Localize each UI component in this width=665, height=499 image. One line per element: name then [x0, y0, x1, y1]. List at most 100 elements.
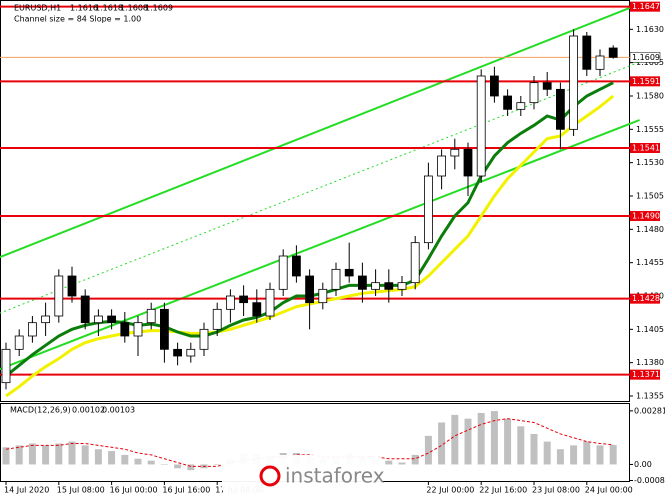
candle-body: [212, 308, 222, 330]
macd-signal: [5, 418, 614, 467]
macd-bar: [174, 464, 182, 469]
macd-bar: [490, 411, 498, 465]
candle-body: [542, 82, 552, 90]
candle-body: [27, 322, 37, 337]
candle-body: [437, 155, 447, 177]
candle-body: [133, 322, 143, 337]
x-tick-label: 22 Jul 00:00: [426, 486, 474, 495]
x-tick-label: 14 Jul 2020: [4, 486, 49, 495]
watermark-logo: [259, 465, 281, 487]
macd-tick-label: -0.00084: [634, 476, 665, 485]
macd-bar: [15, 445, 23, 465]
candle-body: [41, 315, 50, 324]
level-label: 1.1591: [632, 77, 660, 86]
candle-body: [239, 295, 249, 304]
macd-bar: [121, 454, 129, 465]
candle-body: [265, 288, 275, 317]
level-box: [630, 76, 660, 87]
macd-bar: [28, 443, 36, 465]
candle-body: [173, 348, 183, 357]
y-tick-label: 1.1630: [636, 25, 664, 34]
candle-body: [410, 242, 420, 284]
header-ohlc: 1.1608: [120, 4, 148, 13]
y-tick-label: 1.1505: [636, 192, 664, 201]
candle-body: [120, 322, 130, 337]
candle-body: [146, 308, 156, 324]
symbol: EURUSD,H1: [14, 4, 61, 13]
macd-title: MACD(12,26,9): [10, 406, 71, 415]
macd-bar: [2, 447, 10, 465]
level-box: [630, 1, 660, 12]
y-tick-label: 1.1530: [636, 158, 664, 167]
macd-bar: [411, 454, 419, 465]
macd-bar: [596, 445, 604, 465]
macd-bar: [134, 458, 142, 465]
candle-body: [582, 35, 592, 70]
candle-body: [450, 148, 460, 157]
candle-body: [529, 82, 539, 104]
candle-body: [278, 255, 288, 290]
x-tick-label: 24 Jul 00:00: [585, 486, 633, 495]
candle-body: [503, 95, 513, 110]
macd-bar: [147, 460, 155, 465]
y-tick-label: 1.1355: [636, 392, 664, 401]
macd-bar: [464, 418, 472, 465]
candle-body: [331, 268, 341, 290]
level-label: 1.1428: [632, 294, 660, 303]
macd-bar: [477, 412, 485, 465]
header-ohlc: 1.1618: [95, 4, 123, 13]
candle-body: [305, 275, 315, 304]
candle-body: [186, 348, 196, 357]
price-label: 1.1609: [632, 53, 660, 62]
macd-tick-label: 0.00: [634, 460, 652, 469]
level-label: 1.1371: [632, 370, 660, 379]
candle-body: [516, 102, 526, 110]
macd-bar: [160, 464, 168, 465]
y-tick-label: 1.1605: [636, 58, 664, 67]
macd-bar: [94, 449, 102, 465]
macd-bar: [213, 464, 221, 465]
candle-body: [94, 315, 103, 324]
candle-body: [608, 47, 618, 58]
candle-body: [199, 328, 209, 350]
header-ohlc: 1.1616: [70, 4, 98, 13]
candle-body: [423, 175, 433, 244]
candle-body: [291, 255, 301, 277]
macd-bar: [187, 464, 195, 471]
candle-body: [318, 288, 328, 304]
candle-body: [252, 302, 262, 317]
macd-bar: [385, 460, 393, 465]
macd-bar: [55, 443, 63, 465]
candle-body: [476, 75, 486, 177]
x-tick-label: 16 Jul 00:00: [110, 486, 158, 495]
macd-bar: [504, 418, 512, 465]
macd-bar: [556, 449, 564, 465]
watermark: instaforex: [285, 464, 385, 488]
candle-body: [397, 282, 407, 290]
y-tick-label: 1.1480: [636, 225, 664, 234]
macd-bar: [530, 433, 538, 465]
candle-body: [54, 275, 64, 317]
level-box: [630, 293, 660, 304]
y-tick-label: 1.1555: [636, 125, 664, 134]
candle-body: [371, 282, 381, 290]
macd-bar: [398, 462, 406, 465]
level-box: [630, 369, 660, 380]
macd-bar: [108, 451, 116, 465]
candle-body: [556, 88, 565, 130]
macd-bar: [42, 445, 50, 465]
x-tick-label: 22 Jul 16:00: [479, 486, 527, 495]
candle-body: [1, 348, 11, 384]
main-frame: [0, 0, 630, 402]
candle-body: [344, 268, 354, 277]
level-label: 1.1541: [632, 144, 660, 153]
candle-body: [595, 55, 605, 70]
level-label: 1.1647: [632, 2, 660, 11]
x-tick-label: 15 Jul 08:00: [57, 486, 105, 495]
candle-body: [67, 275, 77, 297]
macd-bar: [451, 414, 459, 465]
x-tick-label: 16 Jul 16:00: [162, 486, 210, 495]
